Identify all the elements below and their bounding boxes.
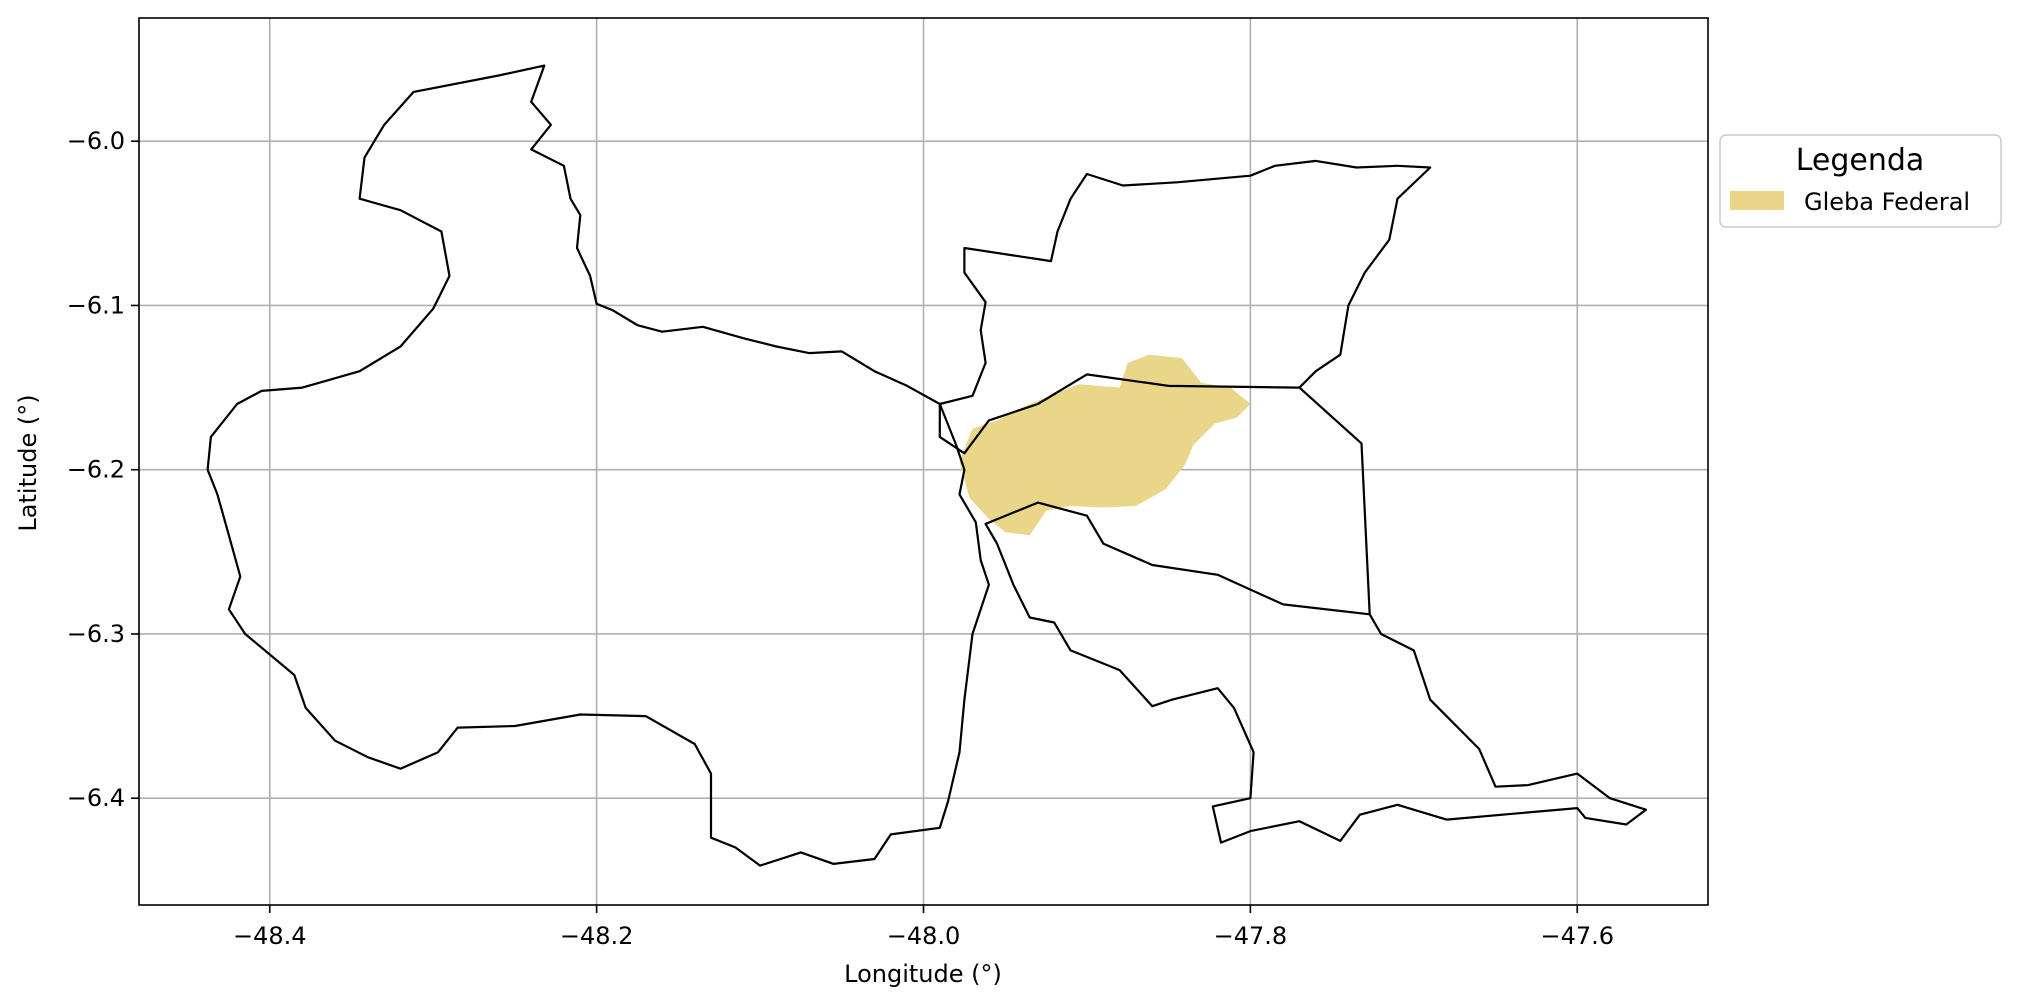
y-tick-label: −6.4: [67, 784, 125, 812]
legend-box: [1719, 134, 2002, 228]
west-region-boundary: [206, 64, 991, 867]
legend-swatch-gleba-federal: [1730, 191, 1784, 210]
x-tick-label: −48.0: [887, 922, 961, 950]
north-region-boundary: [938, 159, 1432, 455]
y-tick-label: −6.0: [67, 127, 125, 155]
y-tick-label: −6.1: [67, 291, 125, 319]
x-axis-ticks: −48.4 −48.2 −48.0 −47.8 −47.6: [233, 905, 1614, 950]
legend-label-gleba-federal: Gleba Federal: [1804, 188, 1970, 216]
y-axis-title: Latitude (°): [14, 394, 42, 531]
gleba-federal-area: [959, 354, 1251, 536]
y-tick-label: −6.3: [67, 620, 125, 648]
y-axis-ticks: −6.0 −6.1 −6.2 −6.3 −6.4: [67, 127, 139, 812]
east-region-boundary: [984, 386, 1648, 844]
y-tick-label: −6.2: [67, 456, 125, 484]
x-axis-title: Longitude (°): [844, 960, 1002, 988]
legend-title: Legenda: [1796, 143, 1925, 178]
x-tick-label: −48.2: [560, 922, 634, 950]
x-tick-label: −47.8: [1214, 922, 1288, 950]
x-tick-label: −47.6: [1540, 922, 1614, 950]
gridlines: [139, 18, 1708, 905]
x-tick-label: −48.4: [233, 922, 307, 950]
map-polygons: [206, 64, 1648, 867]
legend: Legenda Gleba Federal: [1719, 134, 2002, 228]
